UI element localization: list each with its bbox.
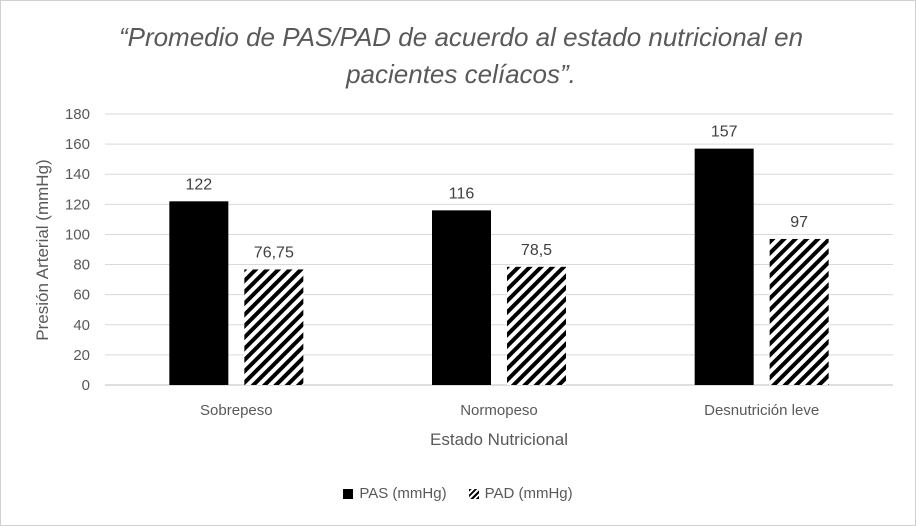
y-tick-label: 180 xyxy=(65,106,90,123)
bar-pad xyxy=(507,266,566,385)
y-tick-label: 160 xyxy=(65,136,90,153)
legend-swatch-pas xyxy=(343,488,354,499)
bar-pad xyxy=(769,238,829,385)
y-tick-label: 120 xyxy=(65,196,90,213)
y-tick-label: 60 xyxy=(73,287,90,304)
chart-title: “Promedio de PAS/PAD de acuerdo al estad… xyxy=(118,22,804,89)
x-tick-label: Desnutrición leve xyxy=(704,402,819,419)
data-label: 78,5 xyxy=(521,242,552,259)
y-tick-label: 80 xyxy=(73,257,90,274)
x-tick-label: Normopeso xyxy=(460,402,538,419)
y-tick-label: 20 xyxy=(73,347,90,364)
y-tick-label: 100 xyxy=(65,226,90,243)
legend-label-pas: PAS (mmHg) xyxy=(359,485,447,502)
legend-item-pad: PAD (mmHg) xyxy=(468,485,573,502)
y-tick-label: 40 xyxy=(73,317,90,334)
data-label: 97 xyxy=(790,214,808,231)
bar-pad xyxy=(244,269,304,385)
x-axis-title: Estado Nutricional xyxy=(430,430,568,449)
data-label: 122 xyxy=(185,176,212,193)
data-label: 116 xyxy=(449,185,475,202)
legend: PAS (mmHg) PAD (mmHg) xyxy=(1,485,915,502)
data-label: 157 xyxy=(711,124,738,141)
data-label: 76,75 xyxy=(254,244,294,261)
y-tick-label: 0 xyxy=(82,377,90,394)
bar-pas xyxy=(432,210,491,385)
legend-swatch-pad xyxy=(468,488,479,499)
y-axis-title: Presión Arterial (mmHg) xyxy=(33,159,52,340)
bar-pas xyxy=(169,201,229,385)
bar-pas xyxy=(694,148,754,385)
legend-item-pas: PAS (mmHg) xyxy=(343,485,447,502)
y-tick-label: 140 xyxy=(65,166,90,183)
legend-label-pad: PAD (mmHg) xyxy=(484,485,573,502)
x-tick-label: Sobrepeso xyxy=(200,402,273,419)
